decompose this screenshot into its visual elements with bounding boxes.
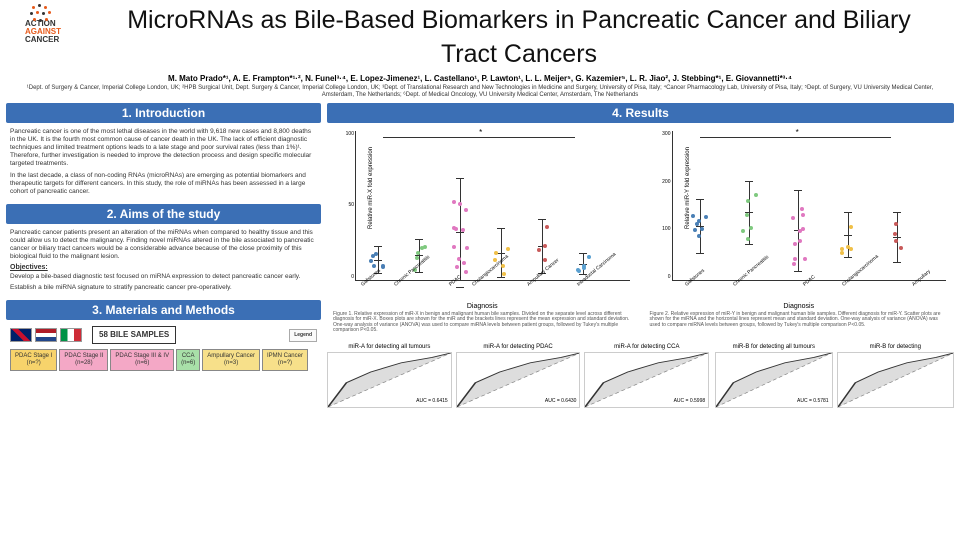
flag-it-icon — [60, 328, 82, 342]
intro-heading: 1. Introduction — [6, 103, 321, 123]
methods-heading: 3. Materials and Methods — [6, 300, 321, 320]
stage-box: IPMN Cancer(n=?) — [262, 349, 308, 370]
objectives-label: Objectives: — [10, 264, 317, 273]
results-heading: 4. Results — [327, 103, 954, 123]
x-labels-left: GallstonesChronic PancreatitisPDACCholan… — [355, 283, 630, 289]
country-flags — [10, 328, 82, 342]
intro-p1: Pancreatic cancer is one of the most let… — [10, 128, 317, 169]
objective-2: Establish a bile miRNA signature to stra… — [10, 284, 317, 292]
poster-content: 1. Introduction Pancreatic cancer is one… — [0, 103, 960, 408]
samples-count-box: 58 BILE SAMPLES — [92, 326, 176, 344]
y-ticks-right: 3002001000 — [655, 131, 671, 280]
methods-body: 58 BILE SAMPLES Legend PDAC Stage I(n=?)… — [6, 322, 321, 373]
objective-1: Develop a bile-based diagnostic test foc… — [10, 273, 317, 281]
intro-p2: In the last decade, a class of non-codin… — [10, 172, 317, 196]
aims-body: Pancreatic cancer patients present an al… — [6, 226, 321, 299]
stage-box: PDAC Stage I(n=?) — [10, 349, 57, 370]
y-axis-label-left: Relative miR-X fold expression — [368, 147, 374, 229]
roc-panel: miR-A for detecting CCAAUC = 0.5998 — [584, 344, 709, 408]
y-ticks-left: 100500 — [338, 131, 354, 280]
x-axis-title-right: Diagnosis — [644, 303, 955, 310]
roc-panel: miR-B for detecting all tumoursAUC = 0.5… — [715, 344, 832, 408]
stage-box: CCA(n=6) — [176, 349, 200, 370]
roc-group-left: miR-A for detecting all tumoursAUC = 0.6… — [327, 340, 709, 408]
x-labels-right: GallstonesChronic PancreatitisPDACCholan… — [672, 283, 947, 289]
y-axis-label-right: Relative miR-Y fold expression — [684, 147, 690, 229]
author-list: M. Mato Prado*¹, A. E. Frampton*¹·², N. … — [0, 72, 960, 85]
roc-panel: miR-A for detecting all tumoursAUC = 0.6… — [327, 344, 452, 408]
right-column: 4. Results Relative miR-X fold expressio… — [327, 103, 954, 408]
stage-box: PDAC Stage III & IV(n=6) — [110, 349, 174, 370]
logo-dots-icon — [28, 4, 58, 20]
roc-panel: miR-B for detecting — [837, 344, 954, 408]
aims-p1: Pancreatic cancer patients present an al… — [10, 229, 317, 262]
logo: ACTIONAGAINSTCANCER — [8, 4, 78, 44]
scatter-chart-right: Relative miR-Y fold expression 300200100… — [644, 127, 955, 336]
methods-legend: Legend — [289, 329, 317, 341]
flag-nl-icon — [35, 328, 57, 342]
stage-box: Ampullary Cancer(n=3) — [202, 349, 260, 370]
caption-left: Figure 1. Relative expression of miR-X i… — [327, 310, 638, 336]
scatter-chart-left: Relative miR-X fold expression 100500 * … — [327, 127, 638, 336]
poster-header: ACTIONAGAINSTCANCER MicroRNAs as Bile-Ba… — [0, 0, 960, 72]
scatter-charts-row: Relative miR-X fold expression 100500 * … — [327, 127, 954, 336]
roc-panel: miR-A for detecting PDACAUC = 0.6430 — [456, 344, 581, 408]
intro-body: Pancreatic cancer is one of the most let… — [6, 125, 321, 202]
roc-group-right: miR-B for detecting all tumoursAUC = 0.5… — [715, 340, 954, 408]
affiliation-list: ¹Dept. of Surgery & Cancer, Imperial Col… — [0, 85, 960, 103]
stage-boxes-row: PDAC Stage I(n=?)PDAC Stage II(n=28)PDAC… — [10, 349, 317, 370]
flag-uk-icon — [10, 328, 32, 342]
roc-row: miR-A for detecting all tumoursAUC = 0.6… — [327, 340, 954, 408]
logo-text: ACTIONAGAINSTCANCER — [25, 20, 61, 44]
left-column: 1. Introduction Pancreatic cancer is one… — [6, 103, 321, 408]
aims-heading: 2. Aims of the study — [6, 204, 321, 224]
poster-title: MicroRNAs as Bile-Based Biomarkers in Pa… — [86, 4, 952, 72]
stage-box: PDAC Stage II(n=28) — [59, 349, 108, 370]
x-axis-title-left: Diagnosis — [327, 303, 638, 310]
caption-right: Figure 2. Relative expression of miR-Y i… — [644, 310, 955, 331]
